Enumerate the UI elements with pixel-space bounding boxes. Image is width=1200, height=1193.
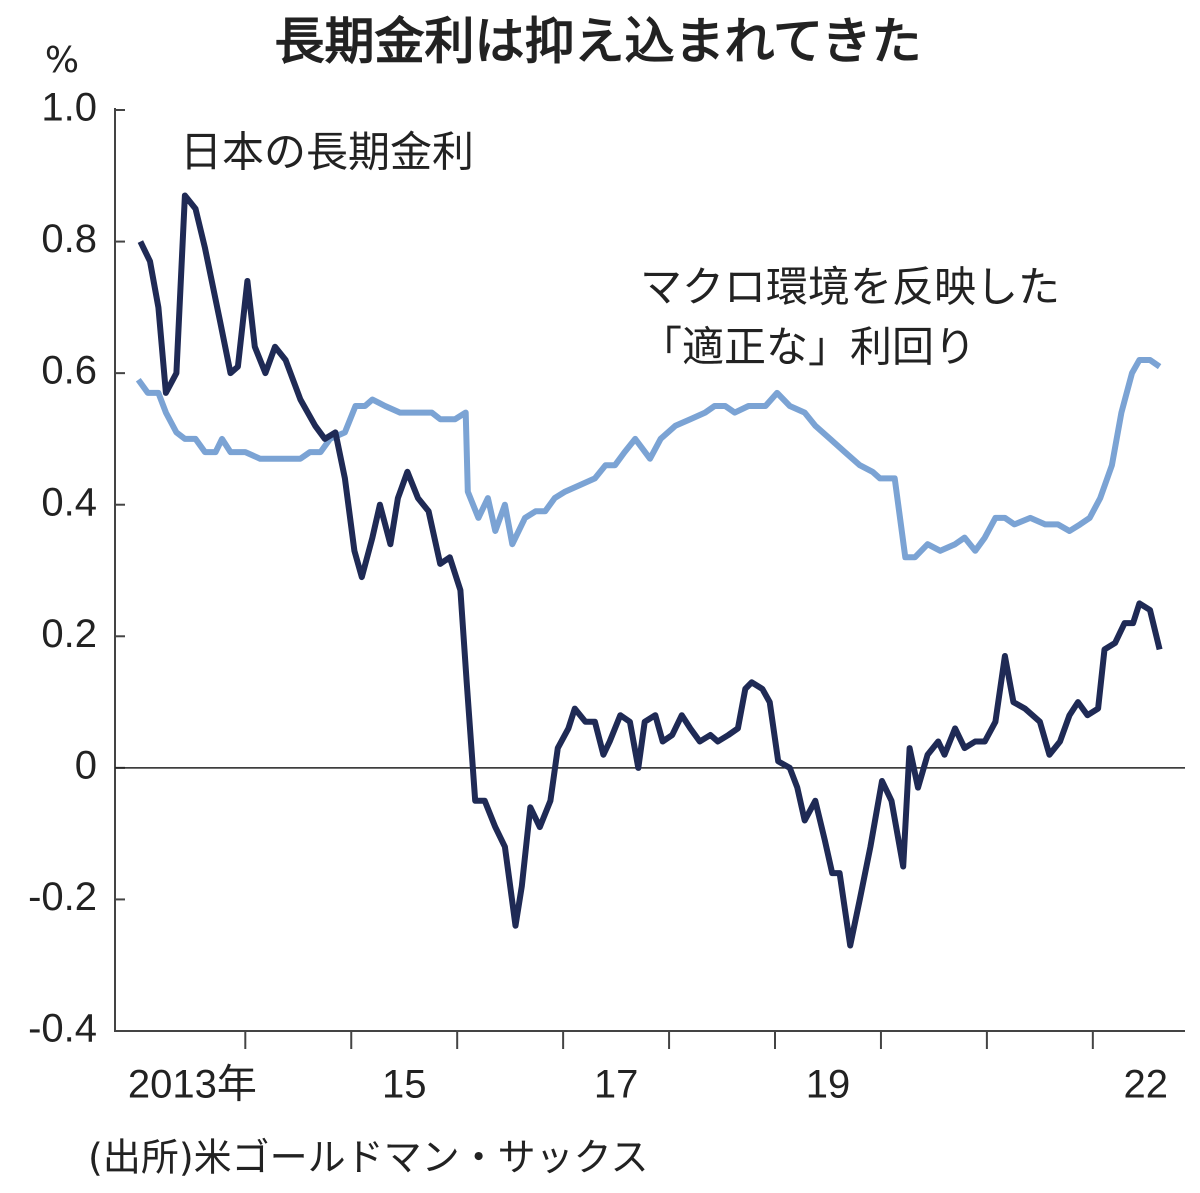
x-tick-label: 19 [806,1063,851,1107]
chart-title: 長期金利は抑え込まれてきた [275,13,922,71]
series-line [137,192,1163,949]
y-tick-label: -0.2 [28,875,97,919]
x-tick-label: 22 [1124,1063,1169,1107]
x-tick-label: 17 [594,1063,639,1107]
x-tick-label: 15 [382,1063,427,1107]
y-tick-label: 0.6 [41,349,97,393]
y-tick-label: 0 [75,743,97,787]
annotation: 日本の長期金利 [180,128,474,177]
annotation: 「適正な」利回り [640,323,976,372]
y-tick-label: 0.4 [41,480,97,524]
y-unit: % [45,40,79,81]
y-tick-label: 0.8 [41,217,97,261]
y-tick-label: 0.2 [41,612,97,656]
source: (出所)米ゴールドマン・サックス [88,1136,649,1180]
annotation: マクロ環境を反映した [640,263,1060,312]
y-tick-label: -0.4 [28,1007,97,1051]
x-tick-label: 2013年 [128,1063,257,1107]
series-line [135,357,1162,561]
y-tick-label: 1.0 [41,86,97,130]
